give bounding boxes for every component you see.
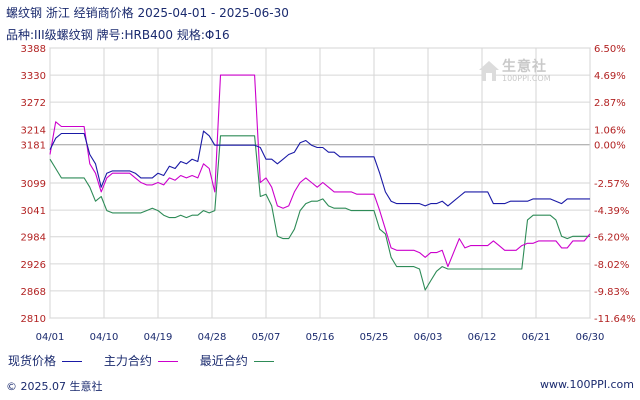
series-line-recent — [49, 135, 590, 291]
legend-main: 主力合约 — [104, 352, 178, 369]
x-tick-label: 05/25 — [360, 332, 389, 343]
y-left-tick-label: 2984 — [21, 233, 46, 244]
x-tick-label: 04/10 — [90, 332, 119, 343]
chart-title: 螺纹钢 浙江 经销商价格 2025-04-01 - 2025-06-30 — [6, 6, 289, 20]
y-right-tick-label: 0.00% — [594, 141, 626, 152]
legend-spot: 现货价格 — [8, 352, 83, 369]
legend-spot-swatch — [62, 361, 83, 362]
y-left-tick-label: 3330 — [21, 71, 46, 82]
copyright-text: © 2025.07 生意社 — [6, 380, 103, 393]
legend-main-swatch — [157, 361, 178, 362]
x-tick-label: 04/28 — [198, 332, 227, 343]
watermark-sub: 100PPI.COM — [502, 74, 551, 83]
y-right-tick-label: 4.69% — [594, 71, 626, 82]
y-right-tick-label: -8.02% — [594, 260, 629, 271]
house-icon — [479, 61, 499, 81]
x-tick-label: 04/01 — [36, 332, 65, 343]
y-right-tick-label: -11.64% — [594, 314, 636, 325]
y-right-tick-label: 2.87% — [594, 98, 626, 109]
y-right-tick-label: 6.50% — [594, 44, 626, 55]
y-right-tick-label: 1.06% — [594, 125, 626, 136]
x-tick-label: 06/12 — [468, 332, 497, 343]
y-left-tick-label: 3388 — [21, 44, 46, 55]
y-left-tick-label: 3181 — [21, 141, 46, 152]
series-line-main — [49, 74, 591, 268]
y-left-tick-label: 3099 — [21, 179, 46, 190]
x-tick-label: 05/07 — [252, 332, 281, 343]
x-tick-label: 04/19 — [144, 332, 173, 343]
x-tick-label: 05/16 — [306, 332, 335, 343]
x-tick-label: 06/30 — [576, 332, 605, 343]
y-right-tick-label: -9.83% — [594, 287, 629, 298]
y-right-tick-label: -4.39% — [594, 206, 629, 217]
watermark-logo: 生意社 100PPI.COM — [478, 56, 578, 86]
legend-recent-label: 最近合约 — [199, 354, 248, 368]
y-right-tick-label: -2.57% — [594, 179, 629, 190]
chart-subtitle: 品种:III级螺纹钢 牌号:HRB400 规格:Φ16 — [6, 28, 230, 42]
x-tick-label: 06/21 — [522, 332, 551, 343]
chart-legend: 现货价格 主力合约 最近合约 — [8, 352, 292, 369]
legend-recent-swatch — [253, 361, 274, 362]
series-line-spot — [49, 130, 590, 207]
y-left-tick-label: 2810 — [21, 314, 46, 325]
x-tick-label: 06/03 — [414, 332, 443, 343]
site-link[interactable]: www.100PPI.com — [540, 378, 634, 391]
y-left-tick-label: 2868 — [21, 287, 46, 298]
legend-main-label: 主力合约 — [103, 354, 152, 368]
y-left-tick-label: 2926 — [21, 260, 46, 271]
legend-spot-label: 现货价格 — [8, 354, 57, 368]
legend-recent: 最近合约 — [200, 352, 274, 369]
y-left-tick-label: 3041 — [21, 206, 46, 217]
watermark-text: 生意社 — [502, 59, 547, 75]
y-left-tick-label: 3272 — [21, 98, 46, 109]
y-left-tick-label: 3214 — [21, 125, 46, 136]
y-right-tick-label: -6.20% — [594, 233, 629, 244]
